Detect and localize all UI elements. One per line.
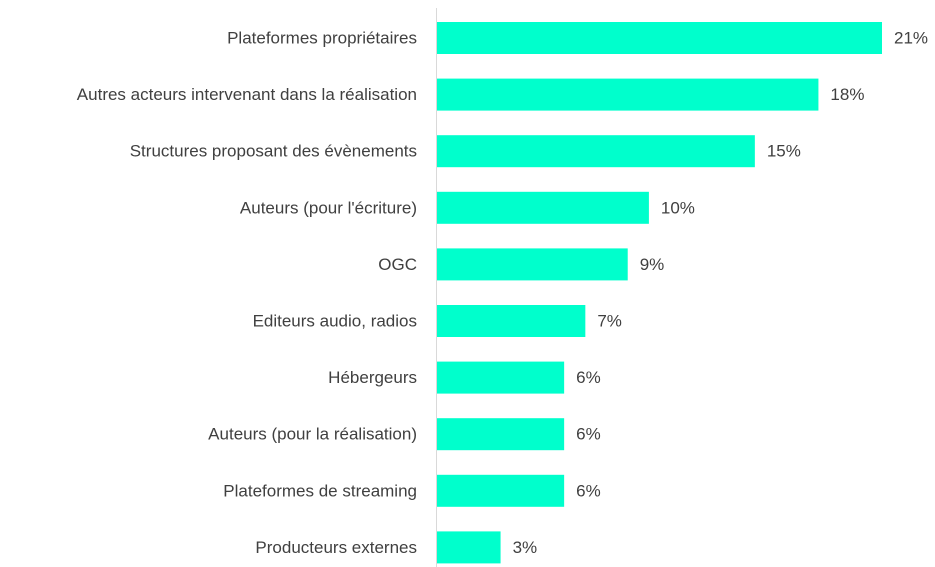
category-label: Plateformes de streaming: [223, 481, 417, 500]
bar: [437, 418, 565, 451]
value-label: 10%: [661, 198, 695, 217]
category-label: Producteurs externes: [255, 538, 417, 557]
category-label: Plateformes propriétaires: [227, 28, 417, 47]
bar: [437, 191, 649, 224]
bar: [437, 474, 565, 507]
bar: [437, 22, 882, 54]
category-label: Editeurs audio, radios: [253, 311, 417, 330]
category-label: Hébergeurs: [328, 368, 417, 387]
value-label: 6%: [576, 481, 601, 500]
bar: [437, 305, 586, 337]
bar: [437, 248, 628, 281]
category-label: OGC: [378, 255, 417, 274]
category-label: Auteurs (pour l'écriture): [240, 198, 417, 217]
category-label: Structures proposant des évènements: [130, 142, 417, 161]
bar: [437, 135, 755, 168]
value-label: 6%: [576, 368, 601, 387]
value-label: 3%: [513, 538, 538, 557]
category-label: Autres acteurs intervenant dans la réali…: [77, 85, 417, 104]
value-label: 18%: [830, 85, 864, 104]
value-label: 9%: [640, 255, 665, 274]
value-label: 15%: [767, 142, 801, 161]
value-label: 7%: [597, 311, 622, 330]
value-label: 21%: [894, 28, 928, 47]
value-label: 6%: [576, 425, 601, 444]
bar: [437, 78, 819, 111]
category-label: Auteurs (pour la réalisation): [208, 425, 417, 444]
bar: [437, 531, 501, 564]
bar: [437, 361, 565, 394]
